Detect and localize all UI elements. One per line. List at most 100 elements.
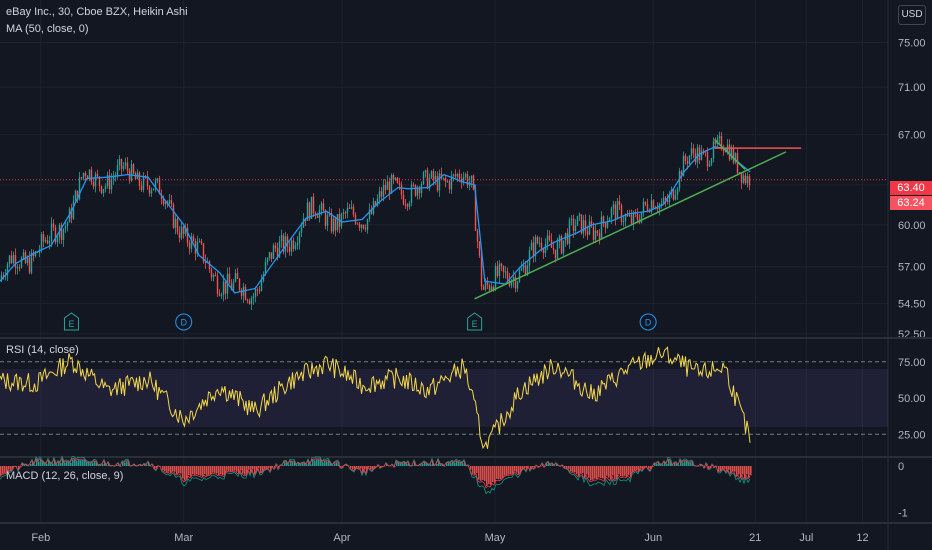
macd-histogram-bar [502, 466, 504, 478]
macd-histogram-bar [86, 462, 88, 466]
macd-histogram-bar [184, 466, 186, 481]
candle-body [20, 258, 23, 268]
macd-histogram-bar [576, 466, 578, 474]
macd-histogram-bar [708, 466, 710, 469]
candle-body [390, 175, 393, 194]
candle-body [666, 200, 669, 203]
candle-body [524, 265, 527, 276]
macd-histogram-bar [268, 466, 270, 468]
candle-body [276, 248, 279, 258]
chart-title: eBay Inc., 30, Cboe BZX, Heikin Ashi [6, 6, 188, 18]
macd-histogram-bar [262, 466, 264, 472]
candle-body [168, 200, 171, 204]
macd-histogram-bar [492, 466, 494, 482]
candle-body [562, 240, 565, 254]
candle-body [310, 196, 313, 219]
candle-body [254, 289, 257, 297]
macd-histogram-bar [614, 466, 616, 480]
macd-histogram-bar [94, 461, 96, 466]
candle-body [628, 214, 631, 217]
candle-body [42, 234, 45, 242]
candle-body [224, 281, 227, 294]
macd-histogram-bar [224, 466, 226, 476]
macd-histogram-bar [584, 466, 586, 478]
candle-body [718, 136, 721, 139]
candle-body [56, 237, 59, 243]
macd-histogram-bar [218, 466, 220, 475]
macd-histogram-bar [446, 463, 448, 466]
macd-histogram-bar [232, 466, 234, 472]
candle-body [626, 214, 629, 217]
candle-body [576, 215, 579, 226]
macd-histogram-bar [698, 466, 700, 467]
macd-histogram-bar [738, 466, 740, 475]
candle-body [256, 289, 259, 291]
macd-histogram-bar [510, 466, 512, 475]
macd-histogram-bar [254, 466, 256, 475]
candle-body [212, 274, 215, 278]
macd-histogram-bar [498, 466, 500, 480]
macd-histogram-bar [348, 465, 350, 467]
candle-body [170, 200, 173, 205]
macd-histogram-bar [350, 466, 352, 469]
macd-histogram-bar [88, 462, 90, 466]
candle-body [432, 171, 435, 181]
currency-button[interactable]: USD [898, 5, 926, 25]
macd-histogram-bar [18, 466, 20, 470]
dividend-marker[interactable]: D [639, 313, 657, 331]
dividend-marker[interactable]: D [175, 313, 193, 331]
macd-histogram-bar [690, 462, 692, 466]
macd-histogram-bar [732, 466, 734, 472]
earnings-marker[interactable]: E [63, 312, 79, 331]
macd-histogram-bar [288, 464, 290, 466]
candle-body [636, 213, 639, 221]
candle-body [428, 177, 431, 189]
candle-body [458, 173, 461, 179]
macd-histogram-bar [328, 460, 330, 466]
candle-body [90, 169, 93, 183]
candle-body [520, 268, 523, 271]
candle-body [308, 202, 311, 219]
macd-histogram-bar [490, 466, 492, 486]
candle-body [448, 181, 451, 190]
candle-body [360, 224, 363, 228]
macd-histogram-bar [38, 461, 40, 466]
macd-histogram-bar [192, 466, 194, 475]
x-tick-label: Apr [333, 532, 350, 544]
candle-body [294, 245, 297, 249]
macd-histogram-bar [524, 466, 526, 468]
candle-body [476, 230, 479, 242]
macd-histogram-bar [320, 459, 322, 466]
candle-body [486, 281, 489, 286]
macd-histogram-bar [406, 463, 408, 466]
candle-body [186, 227, 189, 243]
macd-histogram-bar [264, 466, 266, 470]
macd-histogram-bar [174, 466, 176, 472]
candle-body [606, 221, 609, 228]
candle-body [238, 278, 241, 290]
macd-histogram-bar [48, 460, 50, 466]
macd-histogram-bar [734, 466, 736, 472]
macd-histogram-bar [474, 466, 476, 475]
macd-histogram-bar [248, 466, 250, 470]
candle-body [162, 198, 165, 205]
macd-histogram-bar [74, 459, 76, 466]
candle-body [542, 249, 545, 253]
macd-histogram-bar [78, 459, 80, 466]
macd-histogram-bar [480, 466, 482, 481]
macd-histogram-bar [354, 466, 356, 471]
candle-body [472, 175, 475, 190]
macd-histogram-bar [718, 466, 720, 471]
candle-body [674, 194, 677, 200]
macd-histogram-bar [56, 464, 58, 466]
macd-histogram-bar [664, 462, 666, 466]
macd-histogram-bar [208, 466, 210, 475]
macd-histogram-bar [410, 466, 412, 467]
macd-histogram-bar [318, 459, 320, 466]
candle-body [706, 152, 709, 167]
candle-body [182, 226, 185, 234]
earnings-marker[interactable]: E [467, 312, 483, 331]
candle-body [320, 203, 323, 210]
